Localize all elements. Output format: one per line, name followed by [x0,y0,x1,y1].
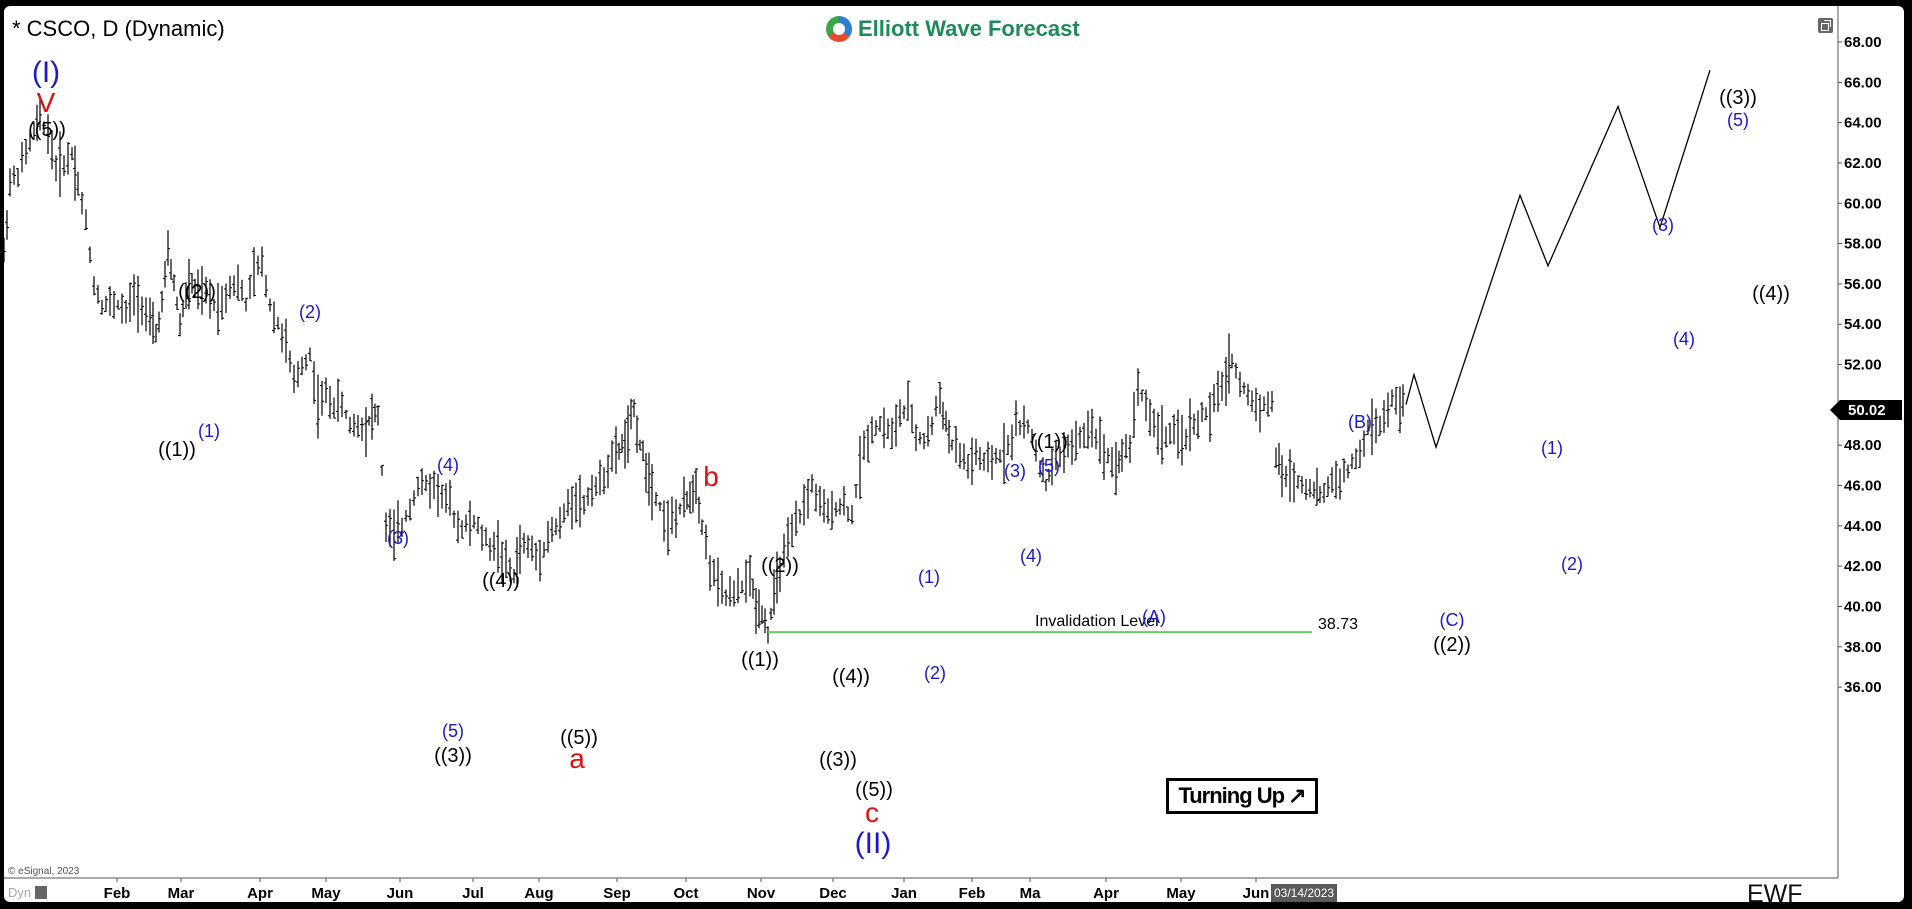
wave-label: (1) [198,421,220,441]
ewf-date-stamp: EWF 6.3.2023 [1747,880,1803,902]
wave-label: (5) [442,721,464,741]
elliott-wave-forecast-logo: Elliott Wave Forecast [826,16,1080,42]
wave-label: ((1)) [741,649,779,671]
wave-label: ((4)) [1752,283,1790,305]
wave-label: (4) [437,455,459,475]
y-tick-label: 46.00 [1844,478,1882,495]
y-tick-label: 56.00 [1844,276,1882,293]
wave-label: (B) [1348,412,1372,432]
dyn-indicator[interactable]: Dyn [8,885,48,900]
x-tick-label: Apr [1093,885,1119,902]
x-tick-label: Dec [819,885,847,902]
x-tick-label: Feb [959,885,986,902]
x-tick-label: May [311,885,341,902]
wave-label: (II) [855,827,892,860]
wave-label: ((4)) [832,666,870,688]
y-tick-label: 68.00 [1844,34,1882,51]
wave-label: (3) [1652,215,1674,235]
wave-label: V [37,87,56,118]
lock-icon[interactable] [35,886,48,899]
x-tick-label: Aug [524,885,553,902]
y-tick-label: 38.00 [1844,639,1882,656]
y-tick-label: 54.00 [1844,316,1882,333]
turning-up-badge: Turning Up ↗ [1166,778,1318,814]
wave-label: (4) [1020,546,1042,566]
projection-path [1405,70,1711,450]
wave-label: (5) [1038,456,1060,476]
wave-label: ((5)) [28,119,66,141]
y-tick-label: 44.00 [1844,518,1882,535]
wave-label: ((2)) [1433,634,1471,656]
copyright-text: © eSignal, 2023 [8,866,80,877]
logo-icon [826,16,852,42]
restore-window-icon[interactable] [1818,18,1833,33]
y-tick-label: 60.00 [1844,195,1882,212]
x-tick-label: Jun [1243,885,1270,902]
wave-label: (2) [924,663,946,683]
dyn-label: Dyn [8,885,32,900]
invalidation-label: Invalidation Level [1035,613,1159,630]
chart-title: * CSCO, D (Dynamic) [12,16,225,41]
turning-up-label: Turning Up [1178,783,1285,808]
wave-label: (3) [387,528,409,548]
wave-label: ((1)) [1030,431,1068,453]
wave-label: (2) [1561,554,1583,574]
x-tick-label: Sep [603,885,631,902]
chart-window: 36.0038.0040.0042.0044.0046.0048.0050.00… [4,6,1904,902]
y-tick-label: 42.00 [1844,558,1882,575]
wave-label: ((3)) [434,745,472,767]
wave-label: a [569,743,585,774]
x-tick-label: Jun [387,885,414,902]
cursor-date-label: 03/14/2023 [1271,884,1338,902]
wave-label: ((4)) [482,570,520,592]
wave-label: (5) [1727,110,1749,130]
x-tick-label: May [1166,885,1196,902]
wave-label: (C) [1440,610,1465,630]
wave-label: c [865,797,879,828]
y-tick-label: 64.00 [1844,115,1882,132]
wave-label: ((2)) [761,555,799,577]
wave-label: (2) [299,302,321,322]
x-tick-label: Apr [247,885,273,902]
x-tick-label: Mar [168,885,195,902]
wave-label: (1) [918,567,940,587]
price-chart[interactable]: 36.0038.0040.0042.0044.0046.0048.0050.00… [4,6,1904,902]
y-tick-label: 40.00 [1844,598,1882,615]
x-tick-label: Jan [891,885,917,902]
x-tick-label: Jul [462,885,484,902]
wave-label: b [703,461,719,492]
wave-label: ((5)) [560,727,598,749]
invalidation-value: 38.73 [1318,616,1358,633]
y-tick-label: 58.00 [1844,236,1882,253]
x-tick-label: Oct [673,885,698,902]
wave-label: ((3)) [1719,87,1757,109]
x-tick-label: Nov [747,885,776,902]
logo-text: Elliott Wave Forecast [858,16,1080,41]
wave-label: (1) [1541,438,1563,458]
x-tick-label: Ma [1020,885,1041,902]
y-tick-label: 62.00 [1844,155,1882,172]
wave-label: (I) [32,56,60,89]
wave-label: ((1)) [158,439,196,461]
wave-label: (4) [1673,329,1695,349]
y-tick-label: 36.00 [1844,679,1882,696]
arrow-up-right-icon: ↗ [1288,783,1306,808]
wave-label: ((2)) [178,281,216,303]
x-tick-label: Feb [104,885,131,902]
wave-label: (A) [1142,607,1166,627]
y-tick-label: 48.00 [1844,437,1882,454]
wave-label: ((3)) [819,749,857,771]
wave-label: ((5)) [855,779,893,801]
last-price-tag: 50.02 [1830,400,1902,420]
y-tick-label: 66.00 [1844,74,1882,91]
wave-label: (3) [1004,461,1026,481]
y-tick-label: 52.00 [1844,357,1882,374]
